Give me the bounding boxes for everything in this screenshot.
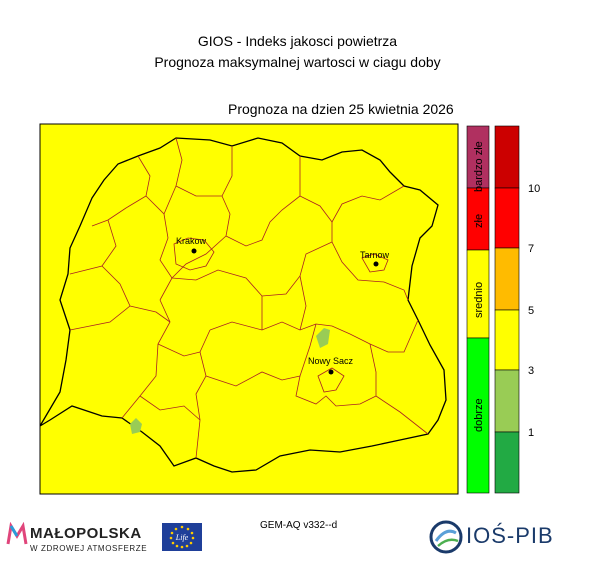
ios-swirl-icon: [429, 520, 463, 554]
scale-tick-label: 3: [528, 365, 534, 377]
malopolska-tagline: W ZDROWEJ ATMOSFERZE: [30, 544, 148, 553]
scale-tick-label: 10: [528, 183, 540, 195]
city-tarnow: Tarnow: [360, 250, 390, 267]
malopolska-m-icon: [6, 521, 28, 545]
map-frame: [39, 123, 459, 495]
legend-label-bardzo-zle: bardzo złe: [473, 141, 485, 192]
scale-tick-label: 5: [528, 305, 534, 317]
legend-dobrze: [466, 337, 490, 494]
index-scale: 10 7 5 3 1: [494, 125, 540, 494]
city-krakow: Krakow: [176, 236, 207, 254]
malopolska-logo: MAŁOPOLSKA W ZDROWEJ ATMOSFERZE: [6, 521, 147, 553]
tarnow-district: [361, 253, 389, 273]
city-label: Krakow: [176, 236, 207, 246]
legend-label-zle: złe: [473, 214, 485, 228]
legend-label-srednio: srednio: [473, 282, 485, 318]
ios-pib-logo: IOŚ-PIB: [428, 519, 553, 560]
green-patch: [316, 328, 330, 348]
eu-life-text: Life: [175, 533, 189, 542]
eu-life-logo: Life: [162, 523, 202, 551]
scale-segment: [494, 187, 520, 249]
malopolska-word: MAŁOPOLSKA: [30, 525, 142, 542]
krakow-district: [173, 237, 215, 271]
district-boundaries: [69, 137, 429, 459]
scale-tick-label: 1: [528, 427, 534, 439]
green-patch: [130, 418, 142, 434]
scale-segment: [494, 247, 520, 311]
scale-segment: [494, 125, 520, 189]
scale-segment: [494, 369, 520, 433]
title-line-2: Prognoza maksymalnej wartosci w ciagu do…: [154, 54, 441, 70]
eu-stars-icon: Life: [169, 525, 195, 549]
legend-label-dobrze: dobrze: [473, 398, 485, 432]
city-label: Nowy Sacz: [308, 356, 354, 366]
forecast-date: Prognoza na dzien 25 kwietnia 2026: [228, 101, 454, 117]
scale-tick-label: 7: [528, 243, 534, 255]
scale-segment: [494, 309, 520, 371]
ios-pib-word: IOŚ-PIB: [466, 523, 554, 548]
model-version: GEM-AQ v332--d: [260, 520, 338, 531]
nowy-sacz-district: [317, 367, 345, 393]
category-legend: bardzo złe złe srednio dobrze: [466, 125, 490, 494]
city-nowy-sacz: Nowy Sacz: [308, 356, 354, 375]
title-line-1: GIOS - Indeks jakosci powietrza: [197, 33, 398, 49]
city-label: Tarnow: [360, 250, 390, 260]
region-outline: [39, 137, 447, 473]
scale-segment: [494, 431, 520, 494]
